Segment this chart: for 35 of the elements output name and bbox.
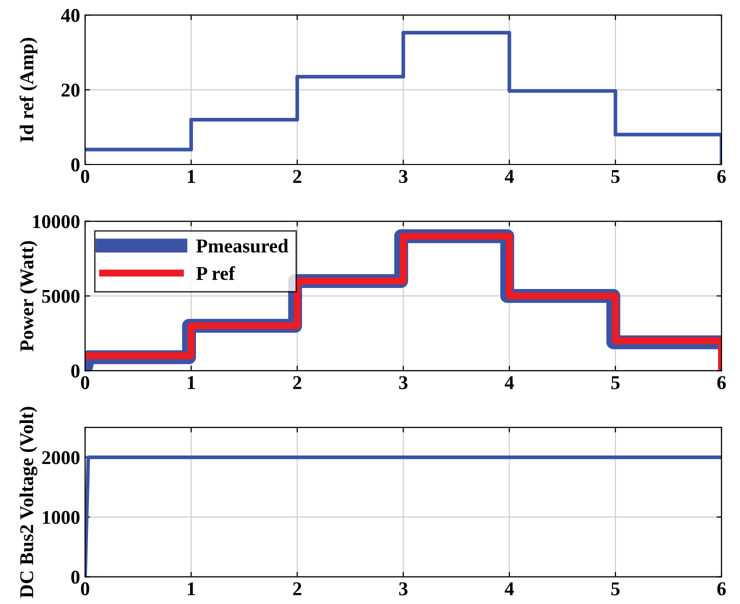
y-tick-label: 10000 xyxy=(33,215,80,228)
x-tick-label: 3 xyxy=(399,582,408,596)
x-tick-label: 3 xyxy=(399,170,408,184)
x-tick-label: 6 xyxy=(717,582,726,596)
y-axis-title: Id ref (Amp) xyxy=(20,38,38,142)
x-tick-label: 4 xyxy=(504,376,514,390)
x-tick-label: 2 xyxy=(293,376,302,390)
x-tick-label: 1 xyxy=(188,170,196,183)
x-tick-label: 6 xyxy=(717,376,726,390)
y-tick-label: 0 xyxy=(71,570,80,584)
x-tick-label: 5 xyxy=(611,582,620,596)
x-tick-label: 5 xyxy=(611,170,620,184)
x-tick-label: 0 xyxy=(80,376,90,390)
x-tick-label: 1 xyxy=(188,582,196,596)
x-tick-label: 1 xyxy=(188,376,196,390)
y-axis-title: DC Bus2 Voltage (Volt) xyxy=(20,406,38,598)
x-tick-label: 2 xyxy=(293,582,302,596)
legend-label: Pmeasured xyxy=(196,238,288,253)
x-tick-label: 6 xyxy=(717,170,726,184)
x-tick-label: 4 xyxy=(504,170,514,183)
x-tick-label: 4 xyxy=(504,582,514,596)
y-axis-title: Power (Watt) xyxy=(20,241,38,352)
legend-label: P ref xyxy=(196,266,236,280)
x-tick-label: 2 xyxy=(293,170,302,183)
y-tick-label: 5000 xyxy=(42,290,80,303)
x-tick-label: 3 xyxy=(399,376,408,390)
x-tick-label: 5 xyxy=(611,376,620,390)
x-tick-label: 0 xyxy=(80,582,90,596)
y-tick-label: 0 xyxy=(71,158,80,172)
y-tick-label: 2000 xyxy=(42,451,80,464)
y-tick-label: 0 xyxy=(71,364,80,378)
y-tick-label: 20 xyxy=(62,84,80,97)
y-tick-label: 1000 xyxy=(42,510,80,524)
x-tick-label: 0 xyxy=(80,170,90,184)
y-tick-label: 40 xyxy=(61,8,80,22)
